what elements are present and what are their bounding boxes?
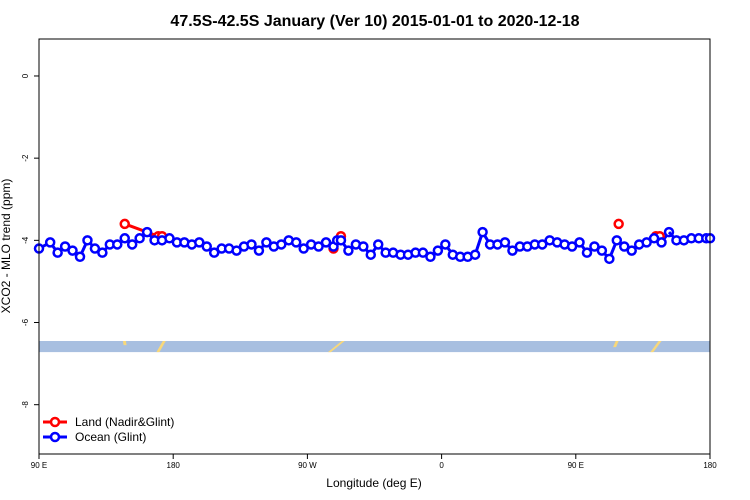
ocean-point (589, 241, 600, 252)
ocean-point (507, 245, 518, 256)
y-tick-label: -4 (21, 236, 30, 244)
ocean-point (82, 235, 93, 246)
legend-ocean-marker (49, 431, 61, 443)
ocean-point (469, 249, 481, 260)
legend-ocean-label: Ocean (Glint) (75, 430, 146, 444)
ocean-point (298, 243, 309, 254)
ocean-point (276, 239, 287, 250)
x-tick-label: 180 (167, 461, 181, 470)
ocean-point (119, 233, 130, 244)
ocean-point (320, 237, 332, 248)
ocean-point (425, 251, 436, 263)
x-tick-label: 90 W (298, 461, 317, 470)
legend-land-label: Land (Nadir&Glint) (75, 415, 174, 429)
ocean-point (626, 245, 637, 256)
ocean-point (574, 237, 585, 248)
ocean-band (39, 341, 710, 353)
ocean-point (499, 237, 511, 248)
x-tick-label: 90 E (568, 461, 584, 470)
ocean-point (261, 237, 272, 248)
y-tick-label: -2 (21, 154, 30, 162)
ocean-point (343, 245, 354, 256)
x-tick-label: 90 E (31, 461, 47, 470)
x-tick-label: 0 (439, 461, 444, 470)
legend: Land (Nadir&Glint) Ocean (Glint) (43, 415, 174, 444)
ocean-point (611, 235, 623, 246)
chart-title: 47.5S-42.5S January (Ver 10) 2015-01-01 … (170, 13, 579, 30)
ocean-point (604, 253, 615, 265)
land-point (119, 218, 130, 230)
ocean-point (417, 247, 429, 258)
ocean-point (246, 239, 257, 250)
land-mark-1 (156, 341, 166, 353)
ocean-point (134, 233, 145, 244)
land-line-segment-0 (124, 222, 159, 238)
ocean-point (126, 239, 138, 250)
land-ocean-band (39, 341, 710, 353)
ocean-point (648, 233, 660, 244)
ocean-point (440, 239, 451, 250)
ocean-point (566, 241, 578, 252)
ocean-point (641, 237, 652, 248)
y-tick-label: 0 (21, 73, 30, 78)
x-tick-label: 180 (703, 461, 717, 470)
ocean-point (432, 245, 444, 256)
ocean-point (596, 245, 608, 256)
y-tick-label: -6 (21, 318, 30, 326)
x-axis-ticks: 90 E 180 90 W 0 90 E 180 (31, 454, 717, 470)
ocean-point (97, 247, 108, 258)
ocean-point (313, 241, 324, 252)
ocean-point (358, 241, 369, 252)
y-tick-label: -8 (21, 401, 30, 409)
ocean-point (194, 237, 205, 248)
ocean-point (619, 241, 630, 252)
land-point (613, 218, 624, 230)
land-mark-2 (327, 341, 345, 353)
series-layer (33, 218, 716, 265)
plot-frame (38, 38, 711, 455)
ocean-point (112, 239, 123, 250)
ocean-point (44, 237, 56, 248)
land-mark-0 (122, 341, 127, 346)
x-axis-label: Longitude (deg E) (326, 476, 421, 490)
ocean-point (208, 247, 220, 258)
y-axis-label: XCO2 - MLO trend (ppm) (0, 179, 13, 314)
land-mark-4 (650, 341, 662, 353)
land-mark-3 (613, 341, 619, 348)
ocean-point (164, 233, 175, 244)
ocean-point (89, 243, 101, 254)
ocean-point (141, 226, 153, 238)
ocean-point (335, 235, 347, 246)
ocean-point (67, 245, 78, 256)
y-axis-ticks: 0 -2 -4 -6 -8 (21, 73, 39, 408)
ocean-point (290, 237, 302, 248)
ocean-point (477, 226, 488, 238)
ocean-point (581, 247, 593, 258)
ocean-point (537, 239, 548, 250)
ocean-point (372, 239, 384, 250)
ocean-point (59, 241, 71, 252)
ocean-point (365, 249, 377, 260)
ocean-point (201, 241, 212, 252)
ocean-point (231, 245, 242, 256)
legend-land-marker (49, 416, 61, 428)
ocean-point (253, 245, 265, 256)
ocean-point (52, 247, 63, 258)
ocean-point (74, 251, 86, 263)
ocean-point (656, 237, 667, 248)
